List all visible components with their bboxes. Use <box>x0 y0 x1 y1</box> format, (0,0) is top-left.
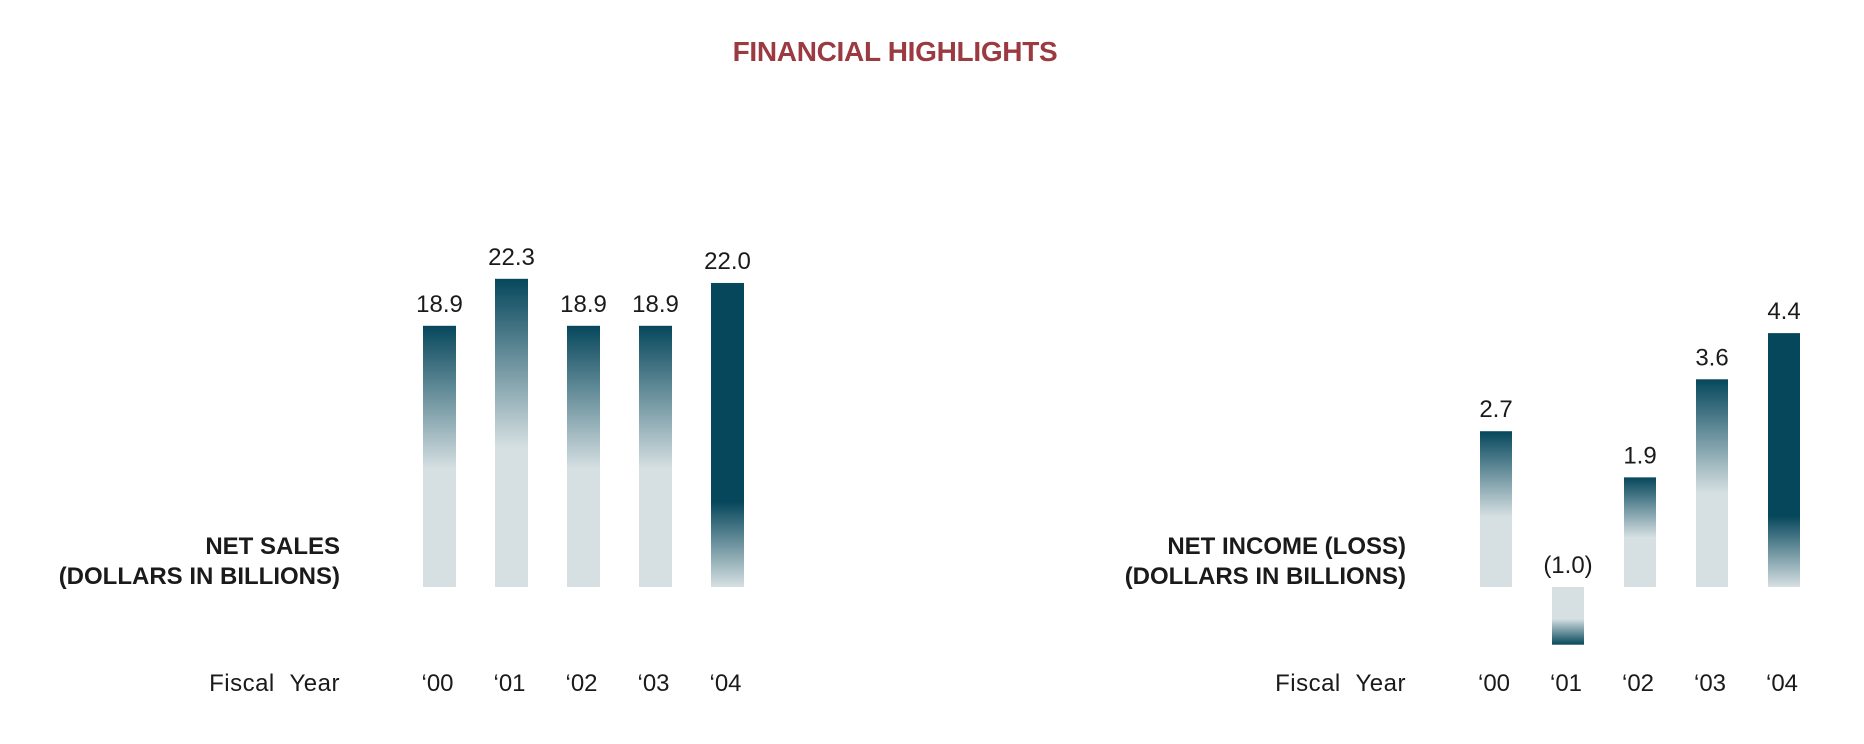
value-label-3: 3.6 <box>1695 344 1728 371</box>
bar-0 <box>1480 431 1512 587</box>
net-income-xlabel: Fiscal Year <box>1275 670 1406 697</box>
bar-0 <box>423 325 456 587</box>
value-label-2: 18.9 <box>560 291 607 318</box>
value-label-1: 22.3 <box>488 244 535 271</box>
net-income-label: NET INCOME (LOSS) (DOLLARS IN BILLIONS) <box>1010 532 1406 592</box>
net-income-subtitle: (DOLLARS IN BILLIONS) <box>1124 563 1406 590</box>
category-label-1: ‘01 <box>1550 670 1582 697</box>
net-sales-xlabel: Fiscal Year <box>209 670 340 697</box>
category-label-2: ‘02 <box>1622 670 1654 697</box>
value-label-4: 4.4 <box>1767 298 1800 325</box>
net-sales-title: NET SALES <box>205 533 340 560</box>
bar-1 <box>495 278 528 587</box>
bar-2 <box>1624 477 1656 587</box>
bar-3 <box>1696 379 1728 587</box>
value-label-0: 18.9 <box>416 291 463 318</box>
category-label-2: ‘02 <box>565 670 597 697</box>
value-label-0: 2.7 <box>1479 396 1512 423</box>
net-sales-label: NET SALES (DOLLARS IN BILLIONS) <box>40 532 340 592</box>
bar-4 <box>1768 333 1800 587</box>
value-label-4: 22.0 <box>704 248 751 275</box>
category-label-1: ‘01 <box>493 670 525 697</box>
bar-1 <box>1552 587 1584 645</box>
value-label-3: 18.9 <box>632 291 679 318</box>
category-label-3: ‘03 <box>1694 670 1726 697</box>
value-label-2: 1.9 <box>1623 442 1656 469</box>
category-label-3: ‘03 <box>637 670 669 697</box>
chart-1: 2.7 ‘00 (1.0) ‘01 1.9 ‘02 3.6 ‘03 4.4 ‘04 <box>1478 298 1801 697</box>
page-title: FINANCIAL HIGHLIGHTS <box>732 36 1058 67</box>
value-label-1: (1.0) <box>1543 552 1592 579</box>
bar-2 <box>567 325 600 587</box>
bar-3 <box>639 325 672 587</box>
net-income-title: NET INCOME (LOSS) <box>1167 533 1406 560</box>
bar-4 <box>711 282 744 587</box>
chart-0: 18.9 ‘00 22.3 ‘01 18.9 ‘02 18.9 ‘03 22.0 ‘04 <box>416 244 751 697</box>
category-label-4: ‘04 <box>709 670 741 697</box>
category-label-0: ‘00 <box>421 670 453 697</box>
category-label-0: ‘00 <box>1478 670 1510 697</box>
category-label-4: ‘04 <box>1766 670 1798 697</box>
net-sales-subtitle: (DOLLARS IN BILLIONS) <box>58 563 340 590</box>
